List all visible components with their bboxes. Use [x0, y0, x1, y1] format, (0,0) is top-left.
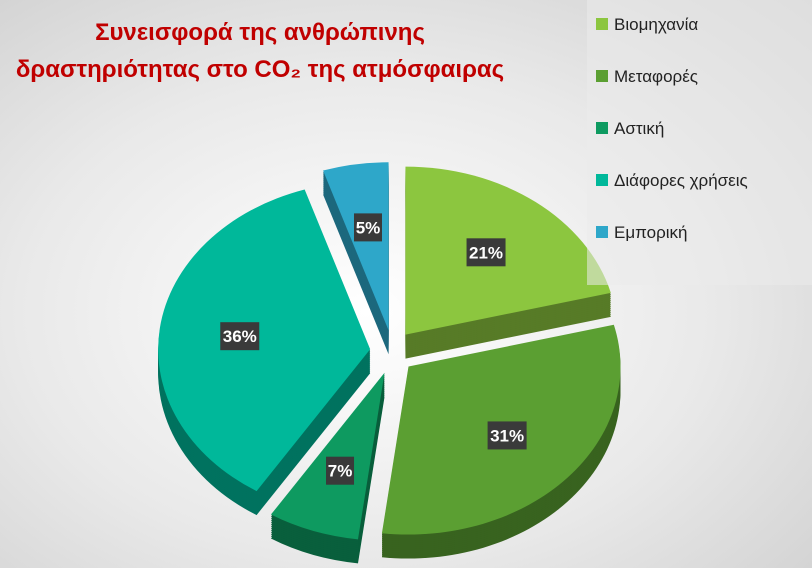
value-label-box: [353, 213, 382, 242]
legend-swatch: [596, 18, 608, 30]
legend-label: Εμπορική: [614, 223, 687, 242]
legend-swatch: [596, 174, 608, 186]
legend-label: Μεταφορές: [614, 67, 698, 86]
value-label: 5%: [356, 218, 381, 237]
legend-label: Βιομηχανία: [614, 15, 698, 34]
chart-title: Συνεισφορά της ανθρώπινης δραστηριότητας…: [15, 19, 505, 83]
legend-swatch: [596, 122, 608, 134]
slice: [158, 189, 371, 492]
legend-swatch: [596, 226, 608, 238]
value-label-box: [466, 238, 506, 267]
legend-label: Διάφορες χρήσεις: [614, 171, 748, 190]
legend-swatch: [596, 70, 608, 82]
legend-label: Αστική: [614, 119, 664, 138]
slice: [270, 372, 385, 540]
slice: [405, 166, 611, 335]
value-label: 31%: [490, 426, 524, 445]
value-label: 7%: [328, 462, 353, 481]
value-label-box: [326, 456, 355, 485]
slice: [323, 162, 389, 331]
legend-box: [587, 0, 812, 285]
value-label-box: [487, 421, 527, 450]
value-label: 36%: [223, 327, 257, 346]
value-label-box: [220, 322, 260, 351]
value-label: 21%: [469, 243, 503, 262]
